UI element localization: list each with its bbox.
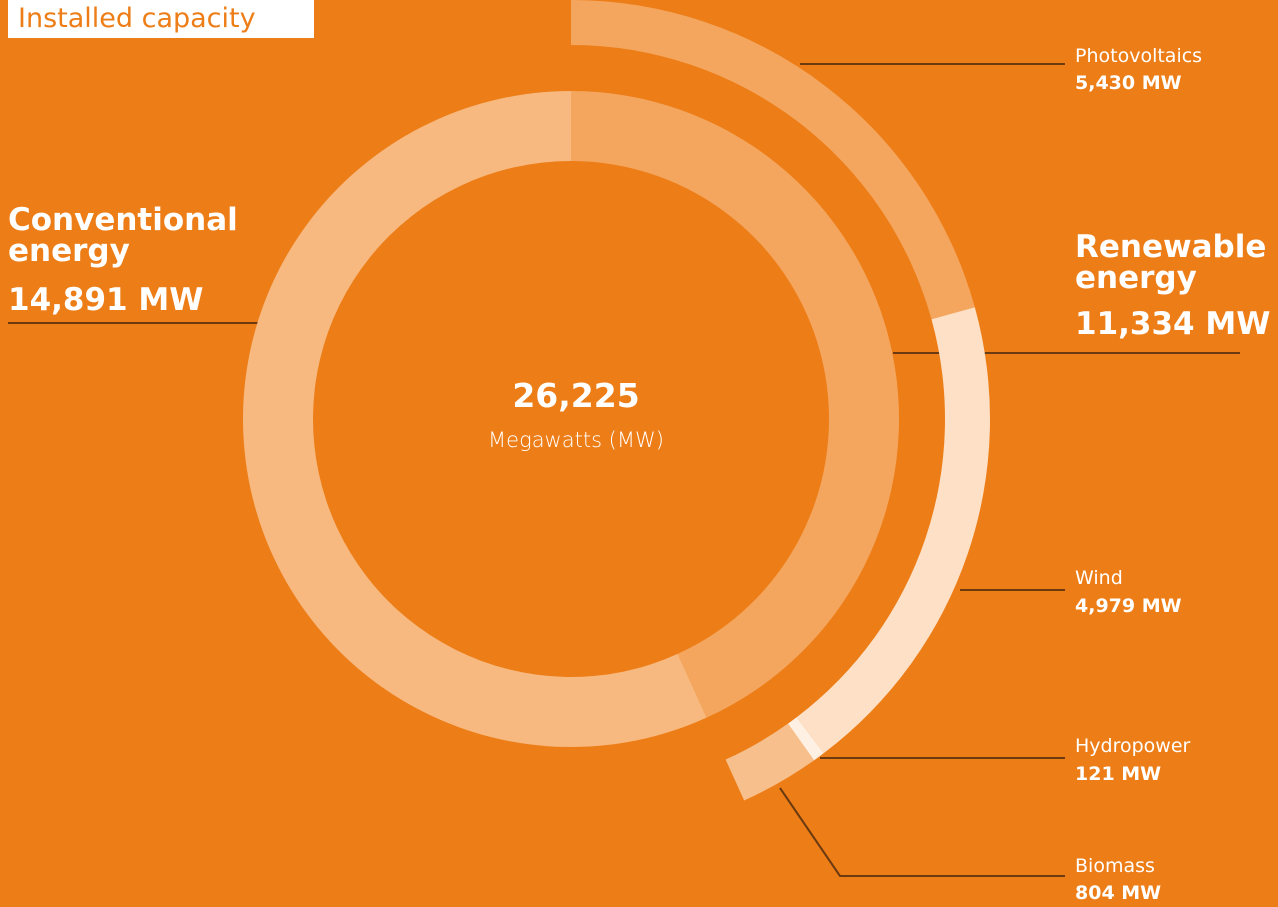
category-label: Hydropower — [1075, 735, 1191, 757]
category-label: Biomass — [1075, 855, 1155, 877]
donut-segment — [242, 91, 707, 747]
donut-segment — [725, 723, 815, 801]
donut-segment — [787, 717, 824, 761]
category-label: Wind — [1075, 567, 1123, 589]
chart-title: Installed capacity — [8, 0, 314, 38]
value-label: 4,979 MW — [1075, 595, 1182, 617]
value-label: 804 MW — [1075, 882, 1162, 904]
value-label: 14,891 MW — [8, 282, 204, 318]
value-label: 11,334 MW — [1075, 306, 1271, 342]
donut-segment — [571, 91, 899, 718]
category-label: Conventional energy — [8, 202, 238, 269]
category-label: Renewable energy — [1075, 229, 1267, 296]
donut-segment — [571, 0, 975, 320]
leader-line — [779, 787, 1065, 877]
center-label: Megawatts (MW) — [488, 428, 664, 452]
donut-segment — [796, 307, 990, 754]
value-label: 5,430 MW — [1075, 72, 1182, 94]
total-label: 26,225 — [512, 376, 640, 415]
value-label: 121 MW — [1075, 763, 1162, 785]
leader-lines — [8, 63, 1240, 877]
category-label: Photovoltaics — [1075, 45, 1203, 67]
arcs — [242, 0, 990, 801]
